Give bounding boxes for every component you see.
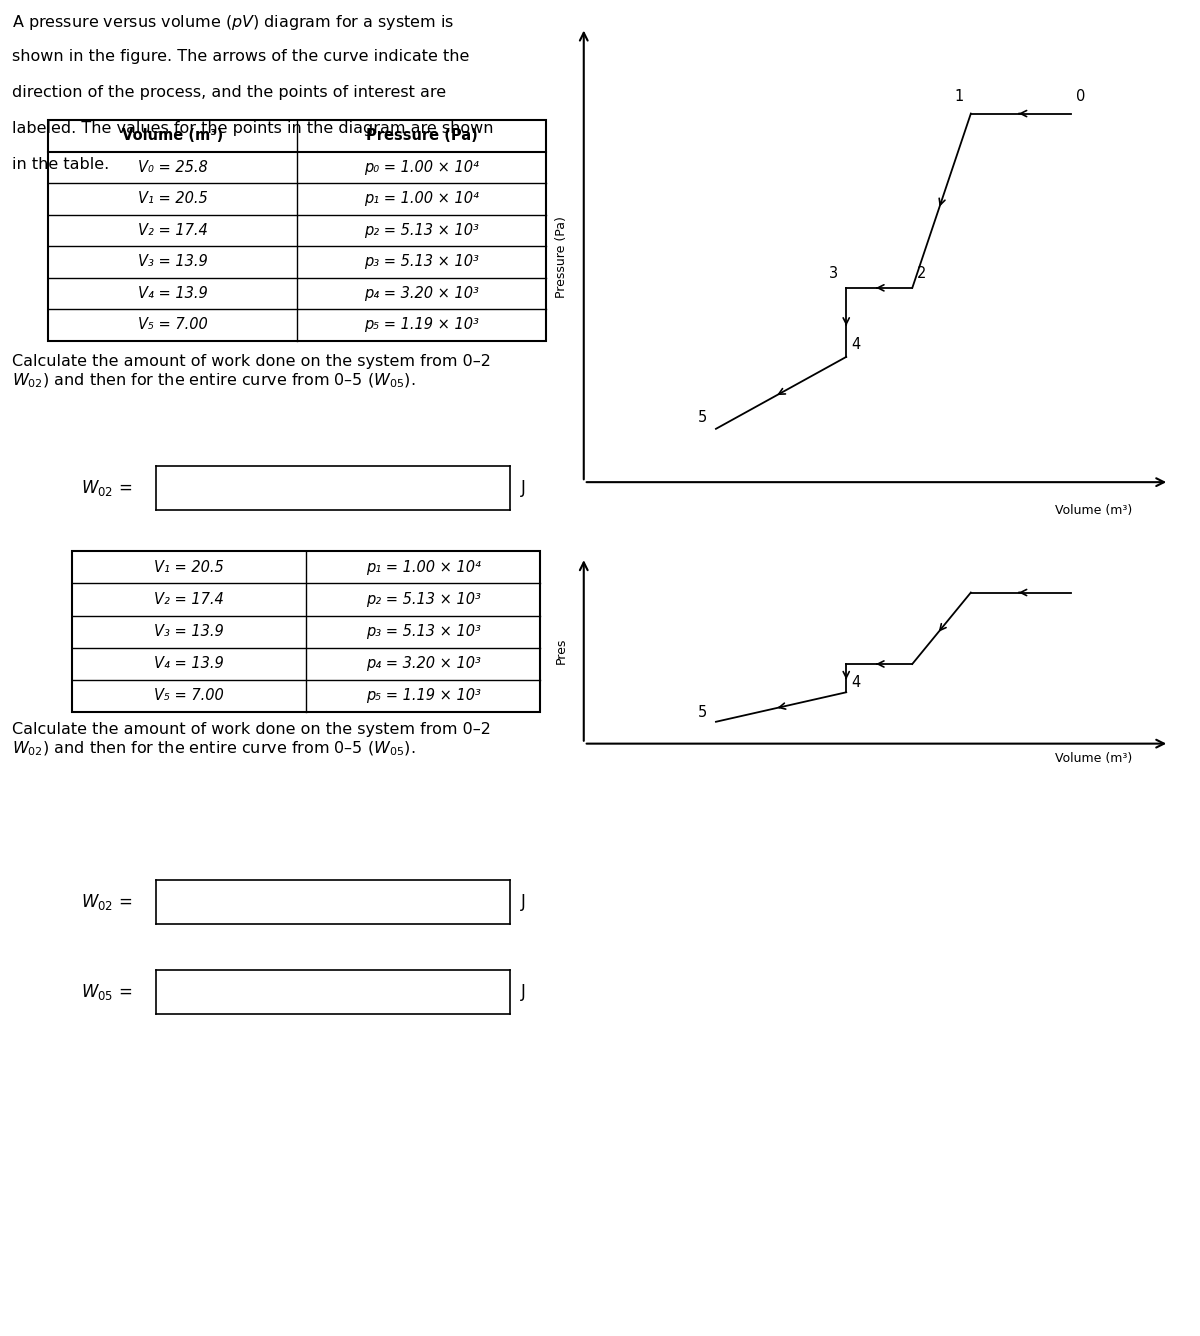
Text: Pressure (Pa): Pressure (Pa) bbox=[366, 128, 478, 143]
Text: Pressure (Pa): Pressure (Pa) bbox=[554, 216, 568, 298]
Text: V₅ = 7.00: V₅ = 7.00 bbox=[138, 318, 208, 333]
Text: Pres: Pres bbox=[554, 639, 568, 664]
Text: V₂ = 17.4: V₂ = 17.4 bbox=[154, 592, 224, 607]
Text: p₃ = 5.13 × 10³: p₃ = 5.13 × 10³ bbox=[366, 624, 480, 639]
Text: V₁ = 20.5: V₁ = 20.5 bbox=[138, 191, 208, 207]
Text: p₂ = 5.13 × 10³: p₂ = 5.13 × 10³ bbox=[366, 592, 480, 607]
Text: p₀ = 1.00 × 10⁴: p₀ = 1.00 × 10⁴ bbox=[364, 160, 479, 175]
Text: 0: 0 bbox=[1075, 88, 1085, 103]
Text: direction of the process, and the points of interest are: direction of the process, and the points… bbox=[12, 86, 446, 100]
Text: 5: 5 bbox=[698, 705, 707, 720]
Text: J: J bbox=[521, 480, 526, 497]
Text: J: J bbox=[521, 983, 526, 1001]
Text: V₁ = 20.5: V₁ = 20.5 bbox=[154, 560, 224, 574]
Text: Volume (m³): Volume (m³) bbox=[1055, 752, 1133, 766]
Text: p₅ = 1.19 × 10³: p₅ = 1.19 × 10³ bbox=[364, 318, 479, 333]
Text: p₁ = 1.00 × 10⁴: p₁ = 1.00 × 10⁴ bbox=[364, 191, 479, 207]
Text: $W_{05}$ =: $W_{05}$ = bbox=[80, 982, 132, 1002]
Text: 4: 4 bbox=[851, 675, 860, 691]
Text: shown in the figure. The arrows of the curve indicate the: shown in the figure. The arrows of the c… bbox=[12, 49, 469, 64]
Text: 2: 2 bbox=[917, 266, 926, 281]
Text: p₄ = 3.20 × 10³: p₄ = 3.20 × 10³ bbox=[366, 656, 480, 671]
Text: p₃ = 5.13 × 10³: p₃ = 5.13 × 10³ bbox=[364, 254, 479, 270]
Text: $W_{02}$ =: $W_{02}$ = bbox=[80, 478, 132, 498]
Text: p₁ = 1.00 × 10⁴: p₁ = 1.00 × 10⁴ bbox=[366, 560, 480, 574]
Text: V₂ = 17.4: V₂ = 17.4 bbox=[138, 223, 208, 238]
Text: Volume (m³): Volume (m³) bbox=[1055, 504, 1133, 517]
Text: labeled. The values for the points in the diagram are shown: labeled. The values for the points in th… bbox=[12, 122, 493, 136]
Text: p₂ = 5.13 × 10³: p₂ = 5.13 × 10³ bbox=[364, 223, 479, 238]
Text: Calculate the amount of work done on the system from 0–2
$W_{02}$) and then for : Calculate the amount of work done on the… bbox=[12, 721, 491, 758]
Text: $W_{02}$ =: $W_{02}$ = bbox=[80, 892, 132, 912]
Text: V₃ = 13.9: V₃ = 13.9 bbox=[154, 624, 224, 639]
Text: 4: 4 bbox=[851, 337, 860, 351]
Text: 3: 3 bbox=[828, 266, 838, 281]
Text: p₅ = 1.19 × 10³: p₅ = 1.19 × 10³ bbox=[366, 688, 480, 703]
Text: 1: 1 bbox=[955, 88, 964, 103]
Text: V₃ = 13.9: V₃ = 13.9 bbox=[138, 254, 208, 270]
Text: Calculate the amount of work done on the system from 0–2
$W_{02}$) and then for : Calculate the amount of work done on the… bbox=[12, 354, 491, 390]
Text: V₄ = 13.9: V₄ = 13.9 bbox=[138, 286, 208, 301]
Text: Volume (m³): Volume (m³) bbox=[122, 128, 223, 143]
Text: 5: 5 bbox=[698, 410, 707, 425]
Text: V₅ = 7.00: V₅ = 7.00 bbox=[154, 688, 224, 703]
Text: A pressure versus volume ($pV$) diagram for a system is: A pressure versus volume ($pV$) diagram … bbox=[12, 13, 455, 32]
Text: V₄ = 13.9: V₄ = 13.9 bbox=[154, 656, 224, 671]
Text: p₄ = 3.20 × 10³: p₄ = 3.20 × 10³ bbox=[364, 286, 479, 301]
Text: in the table.: in the table. bbox=[12, 156, 109, 172]
Text: J: J bbox=[521, 894, 526, 911]
Text: V₀ = 25.8: V₀ = 25.8 bbox=[138, 160, 208, 175]
